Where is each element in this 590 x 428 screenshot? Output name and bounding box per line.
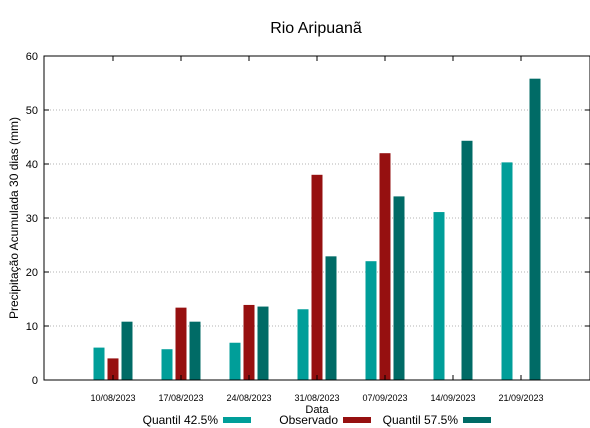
bar bbox=[121, 321, 133, 380]
x-axis-ticks: 10/08/2023 17/08/2023 24/08/2023 31/08/2023… bbox=[90, 56, 544, 403]
x-tick-label: 07/09/2023 bbox=[362, 393, 407, 403]
legend-label: Quantil 57.5% bbox=[383, 413, 459, 427]
y-tick-label: 50 bbox=[26, 105, 38, 117]
bar bbox=[175, 307, 187, 380]
bar bbox=[189, 321, 201, 380]
y-tick-label: 10 bbox=[26, 321, 38, 333]
x-tick-label: 31/08/2023 bbox=[294, 393, 339, 403]
y-tick-label: 60 bbox=[26, 51, 38, 63]
x-tick-label: 21/09/2023 bbox=[498, 393, 543, 403]
y-axis-ticks: 0 10 20 30 40 50 60 bbox=[26, 51, 590, 387]
bar bbox=[433, 212, 445, 380]
bars bbox=[93, 78, 541, 381]
bar bbox=[379, 153, 391, 380]
bar bbox=[393, 196, 405, 380]
legend-label: Quantil 42.5% bbox=[143, 413, 219, 427]
legend: Quantil 42.5% Observado Quantil 57.5% bbox=[143, 413, 491, 427]
bar bbox=[161, 349, 173, 380]
bar bbox=[93, 347, 105, 380]
x-axis-label: Data bbox=[305, 404, 329, 416]
y-tick-label: 0 bbox=[32, 375, 38, 387]
bar bbox=[365, 261, 377, 380]
bar bbox=[325, 256, 337, 380]
bar bbox=[461, 140, 473, 380]
y-tick-label: 20 bbox=[26, 267, 38, 279]
bar bbox=[529, 78, 541, 381]
x-tick-label: 17/08/2023 bbox=[158, 393, 203, 403]
legend-swatch bbox=[463, 417, 491, 423]
y-tick-label: 40 bbox=[26, 159, 38, 171]
legend-swatch bbox=[223, 417, 251, 423]
chart-title: Rio Aripuanã bbox=[270, 20, 362, 37]
x-tick-label: 24/08/2023 bbox=[226, 393, 271, 403]
bar bbox=[229, 342, 241, 380]
y-axis-label: Precipitação Acumulada 30 dias (mm) bbox=[7, 117, 21, 319]
x-tick-label: 10/08/2023 bbox=[90, 393, 135, 403]
bar bbox=[311, 174, 323, 380]
x-tick-label: 14/09/2023 bbox=[430, 393, 475, 403]
legend-swatch bbox=[343, 417, 371, 423]
bar bbox=[243, 304, 255, 380]
y-tick-label: 30 bbox=[26, 213, 38, 225]
legend-label: Observado bbox=[279, 413, 338, 427]
bar bbox=[107, 358, 119, 380]
bar bbox=[297, 309, 309, 380]
bar bbox=[257, 306, 269, 380]
bar bbox=[501, 162, 513, 380]
